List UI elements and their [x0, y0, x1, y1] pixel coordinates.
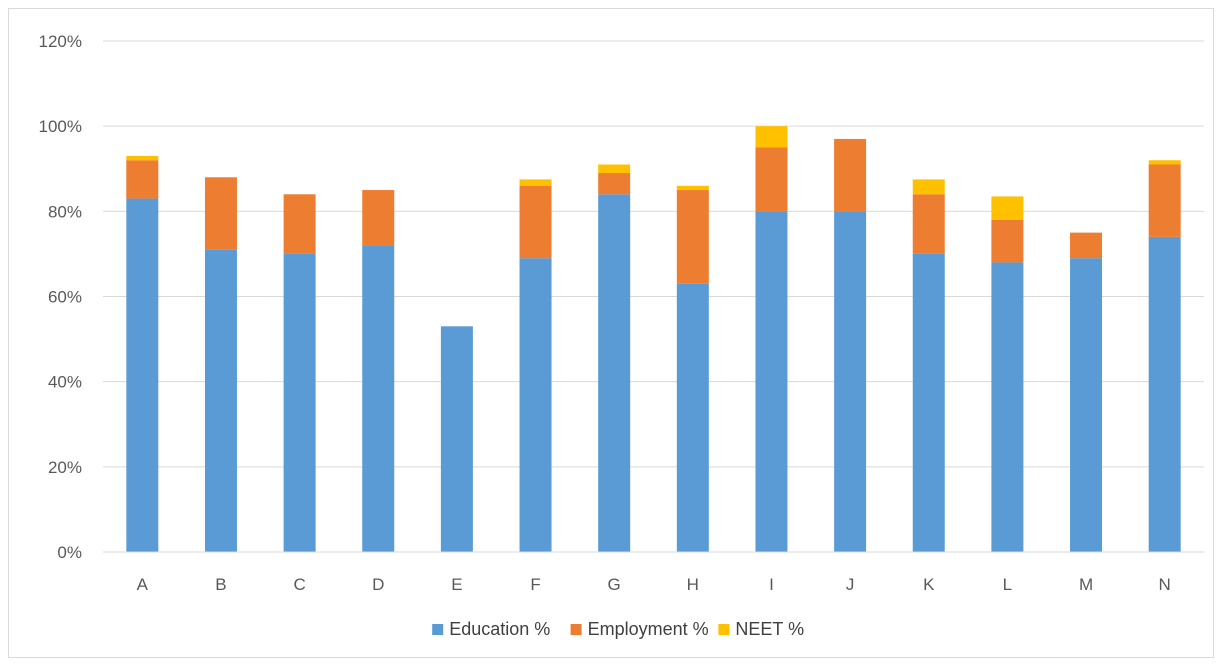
- bar-J-series-2: [834, 138, 867, 212]
- x-tick-label: K: [923, 575, 935, 594]
- x-axis-tick-labels: A B C D E F G H I J K L M N: [137, 575, 1171, 594]
- bar-H-series-3: [676, 185, 709, 191]
- bar-L-series-1: [991, 262, 1024, 552]
- x-tick-label: N: [1159, 575, 1171, 594]
- bar-M-series-2: [1070, 232, 1103, 259]
- gridlines: [103, 40, 1204, 468]
- x-tick-label: G: [608, 575, 621, 594]
- bar-D-series-2: [362, 190, 395, 246]
- bar-I-series-1: [755, 211, 788, 553]
- y-tick-label: 0%: [57, 543, 82, 562]
- bar-L-series-3: [991, 196, 1024, 220]
- y-tick-label: 40%: [48, 373, 82, 392]
- chart-frame: 0% 20% 40% 60% 80% 100% 120% A B C D E F G H I J K L M N Ed…: [8, 8, 1214, 658]
- y-tick-label: 80%: [48, 202, 82, 221]
- bar-F-series-2: [519, 185, 552, 259]
- bar-N-series-2: [1148, 164, 1181, 237]
- bar-F-series-1: [519, 258, 552, 552]
- bar-L-series-2: [991, 219, 1024, 263]
- stacked-bar-chart: 0% 20% 40% 60% 80% 100% 120% A B C D E F G H I J K L M N Ed…: [39, 32, 1204, 639]
- legend: Education % Employment % NEET %: [432, 619, 804, 639]
- bar-H-series-1: [676, 283, 709, 552]
- y-tick-label: 60%: [48, 288, 82, 307]
- bar-K-series-3: [912, 179, 945, 195]
- legend-label-3: NEET %: [735, 619, 804, 639]
- y-axis-tick-labels: 0% 20% 40% 60% 80% 100% 120%: [39, 32, 82, 562]
- legend-swatch-1: [432, 624, 444, 635]
- bar-A-series-3: [126, 155, 159, 161]
- x-tick-label: B: [215, 575, 226, 594]
- bar-B-series-2: [204, 177, 237, 250]
- legend-swatch-3: [718, 624, 730, 635]
- bar-J-series-1: [834, 211, 867, 553]
- x-tick-label: J: [846, 575, 855, 594]
- x-tick-label: A: [137, 575, 149, 594]
- bar-E-series-1: [440, 326, 473, 552]
- legend-label-2: Employment %: [588, 619, 709, 639]
- bar-C-series-1: [283, 253, 316, 552]
- bar-F-series-3: [519, 179, 552, 186]
- x-tick-label: C: [293, 575, 305, 594]
- bar-I-series-2: [755, 147, 788, 212]
- y-tick-label: 120%: [39, 32, 82, 51]
- bar-K-series-1: [912, 253, 945, 552]
- bar-G-series-1: [598, 194, 631, 553]
- y-tick-label: 100%: [39, 117, 82, 136]
- bar-G-series-2: [598, 173, 631, 195]
- bar-M-series-1: [1070, 258, 1103, 552]
- legend-label-1: Education %: [449, 619, 550, 639]
- bar-I-series-3: [755, 126, 788, 148]
- bars: [126, 126, 1181, 553]
- bar-N-series-1: [1148, 236, 1181, 552]
- bar-D-series-1: [362, 245, 395, 552]
- x-tick-label: H: [687, 575, 699, 594]
- legend-swatch-2: [570, 624, 582, 635]
- bar-H-series-2: [676, 190, 709, 284]
- bar-B-series-1: [204, 249, 237, 553]
- x-tick-label: E: [451, 575, 462, 594]
- bar-G-series-3: [598, 164, 631, 174]
- y-tick-label: 20%: [48, 458, 82, 477]
- x-tick-label: F: [530, 575, 540, 594]
- bar-A-series-2: [126, 160, 159, 199]
- x-tick-label: L: [1003, 575, 1012, 594]
- bar-N-series-3: [1148, 160, 1181, 165]
- bar-C-series-2: [283, 194, 316, 254]
- x-tick-label: D: [372, 575, 384, 594]
- x-tick-label: M: [1079, 575, 1093, 594]
- x-tick-label: I: [769, 575, 774, 594]
- bar-K-series-2: [912, 194, 945, 254]
- bar-A-series-1: [126, 198, 159, 552]
